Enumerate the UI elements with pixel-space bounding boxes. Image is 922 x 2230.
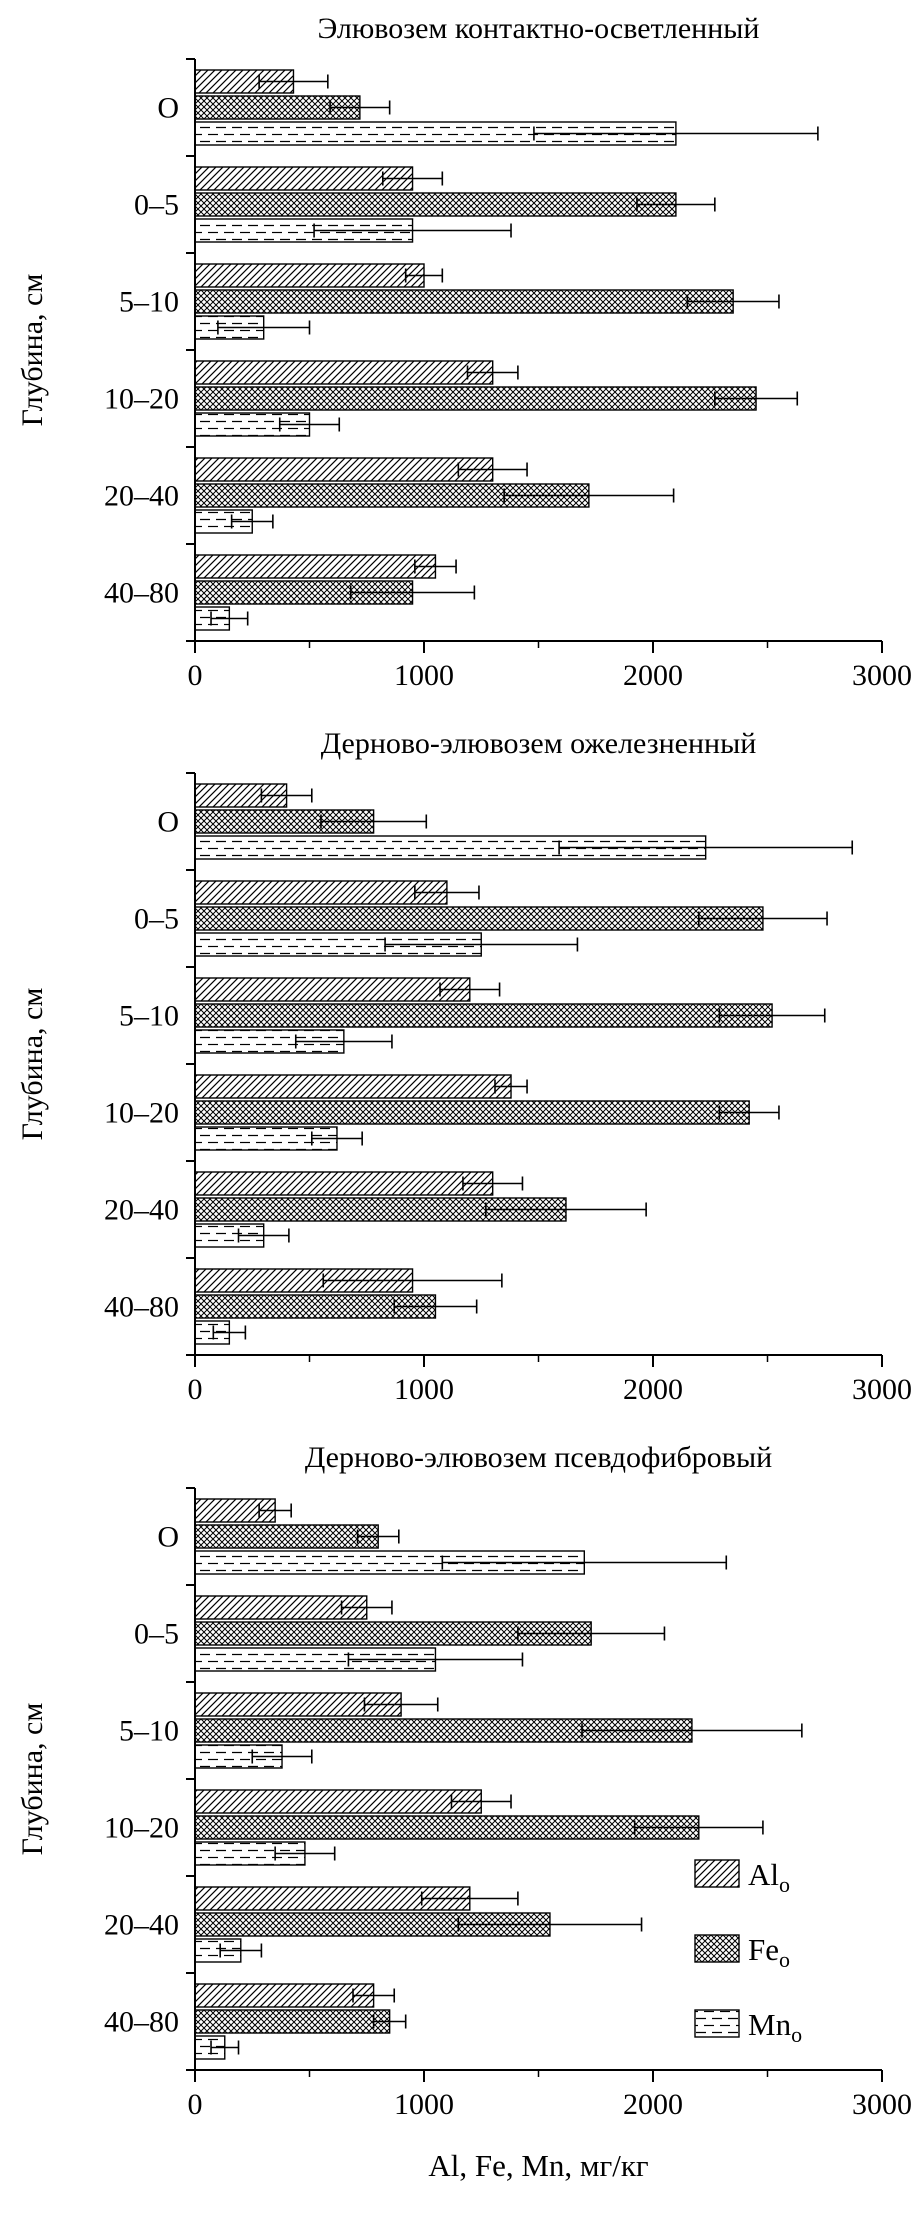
category-label: 0–5 [134, 903, 179, 936]
x-axis-label: Al, Fe, Mn, мг/кг [428, 2147, 649, 2183]
legend-label-mn: Mno [748, 2007, 802, 2047]
chart-2-title: Дерново-элювозем ожелезненный [320, 726, 757, 760]
y-axis-title: Глубина, см [16, 273, 49, 426]
category-label: 40–80 [104, 2005, 179, 2038]
chart-3-canvas: 0 1000 2000 3000 O 0–5 5–10 10–20 20–40 40–80 Глуб… [16, 1486, 912, 2121]
legend-label-al: Alo [748, 1857, 790, 1897]
bar-al-o [194, 1074, 512, 1099]
category-label: 10–20 [104, 1097, 179, 1130]
x-axis-tick-label: 2000 [623, 659, 683, 692]
legend-swatch-mn [694, 2008, 740, 2038]
x-axis-tick-label: 3000 [852, 2088, 912, 2121]
legend-label-text: Al [748, 1857, 779, 1892]
x-axis-tick-label: 1000 [394, 2088, 454, 2121]
bar-al-o [194, 880, 448, 905]
x-axis-tick-label: 1000 [394, 1373, 454, 1406]
chart-block-2: Дерново-элювозем ожелезненный 0 1000 2000 3… [0, 727, 922, 1434]
chart-1-canvas: 0 1000 2000 3000 O 0–5 5–10 10–20 20–40 40–80 Глуб… [16, 57, 912, 692]
legend-label-text: Mn [748, 2007, 792, 2042]
bar-al-o [194, 977, 471, 1002]
legend-label-subscript: o [779, 1947, 790, 1972]
bar-fe-o [194, 385, 757, 411]
chart-2-canvas: 0 1000 2000 3000 O 0–5 5–10 10–20 20–40 40–80 Глуб… [16, 772, 912, 1406]
y-axis-title: Глубина, см [16, 988, 49, 1141]
bar-fe-o [194, 2008, 391, 2034]
category-label: 10–20 [104, 382, 179, 415]
category-label: O [157, 91, 179, 124]
bar-al-o [194, 553, 437, 579]
category-label: 40–80 [104, 576, 179, 609]
x-axis-tick-label: 0 [188, 1373, 203, 1406]
bar-al-o [194, 359, 494, 385]
legend-label-fe: Feo [748, 1932, 790, 1972]
category-label: 20–40 [104, 479, 179, 512]
legend-label-subscript: o [779, 1872, 790, 1897]
chart-block-1: Элювозем контактно-осветленный 0 1000 2000… [0, 12, 922, 719]
category-label: 20–40 [104, 1194, 179, 1227]
category-label: 0–5 [134, 188, 179, 221]
x-axis-tick-label: 1000 [394, 659, 454, 692]
legend-swatch-al [694, 1858, 740, 1888]
bar-al-o [194, 1982, 375, 2008]
category-label: 5–10 [119, 285, 179, 318]
bar-fe-o [194, 906, 764, 931]
bar-al-o [194, 1171, 494, 1196]
legend-label-subscript: o [791, 2022, 802, 2047]
chart-1-title: Элювозем контактно-осветленный [317, 12, 760, 45]
bar-al-o [194, 1788, 482, 1814]
legend-label-text: Fe [748, 1932, 779, 1967]
x-axis-tick-label: 2000 [623, 1373, 683, 1406]
category-label: 10–20 [104, 1811, 179, 1844]
bar-fe-o [194, 191, 677, 217]
category-label: 0–5 [134, 1617, 179, 1650]
x-axis-tick-label: 0 [188, 659, 203, 692]
chart-block-3: Дерново-элювозем псевдофибровый 0 1000 200… [0, 1441, 922, 2148]
category-label: 20–40 [104, 1908, 179, 1941]
bar-al-o [194, 262, 425, 288]
bar-fe-o [194, 1814, 700, 1840]
category-label: 40–80 [104, 1291, 179, 1324]
figure: Элювозем контактно-осветленный 0 1000 2000… [0, 12, 922, 2183]
bar-fe-o [194, 1003, 773, 1028]
category-label: O [157, 806, 179, 839]
bar-fe-o [194, 1100, 750, 1125]
x-axis-tick-label: 0 [188, 2088, 203, 2121]
chart-3-title: Дерново-элювозем псевдофибровый [304, 1441, 773, 1474]
category-label: 5–10 [119, 1000, 179, 1033]
bar-fe-o [194, 288, 734, 314]
bar-al-o [194, 456, 494, 482]
bar-al-o [194, 165, 414, 191]
category-label: 5–10 [119, 1714, 179, 1747]
x-axis-tick-label: 3000 [852, 1373, 912, 1406]
y-axis-title: Глубина, см [16, 1702, 49, 1855]
x-axis-tick-label: 3000 [852, 659, 912, 692]
x-axis-tick-label: 2000 [623, 2088, 683, 2121]
category-label: O [157, 1520, 179, 1553]
bar-fe-o [194, 1523, 379, 1549]
legend-swatch-fe [694, 1933, 740, 1963]
